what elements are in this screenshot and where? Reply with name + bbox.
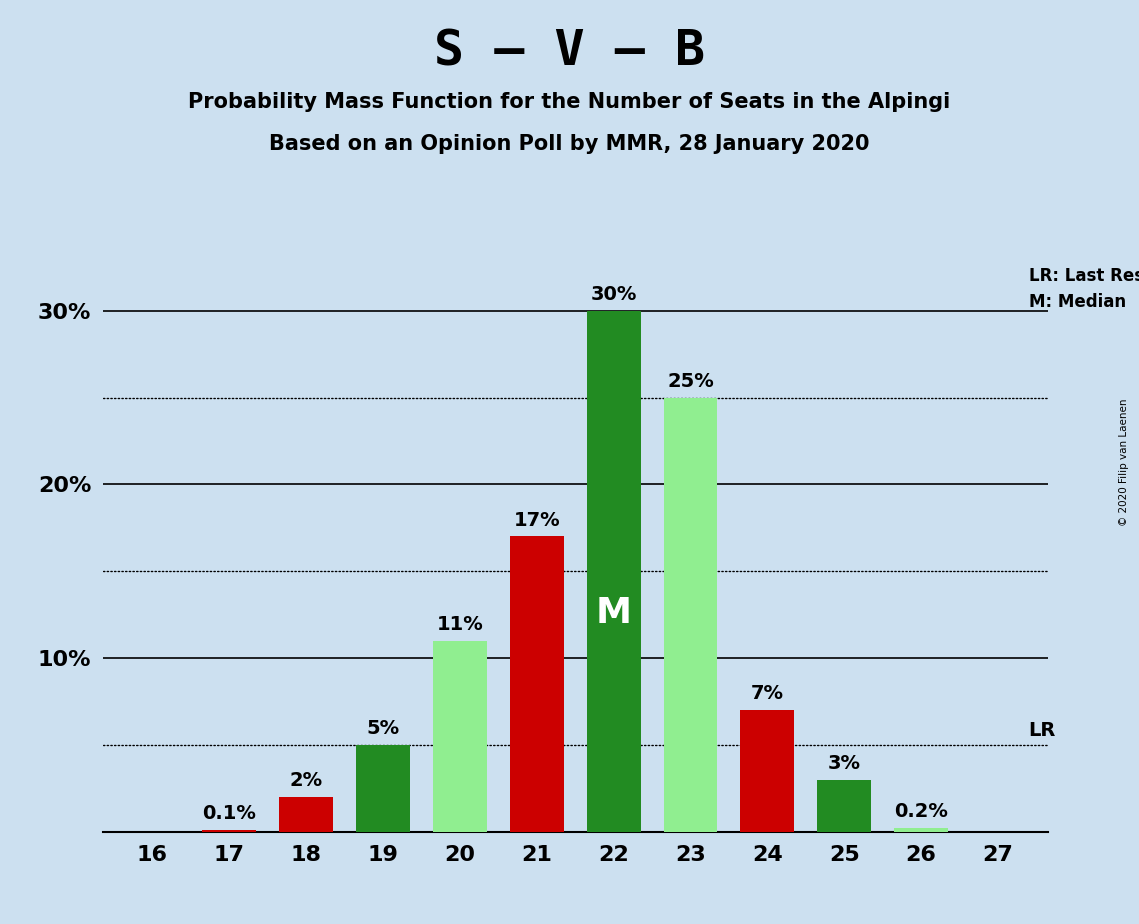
Text: S – V – B: S – V – B — [434, 28, 705, 76]
Text: Probability Mass Function for the Number of Seats in the Alpingi: Probability Mass Function for the Number… — [188, 92, 951, 113]
Text: LR: LR — [1029, 721, 1056, 739]
Text: 7%: 7% — [751, 684, 784, 703]
Bar — [203, 830, 256, 832]
Bar — [664, 397, 718, 832]
Text: 11%: 11% — [436, 614, 483, 634]
Text: 0.1%: 0.1% — [203, 804, 256, 823]
Bar — [587, 310, 640, 832]
Bar — [740, 710, 794, 832]
Text: 3%: 3% — [828, 754, 861, 772]
Bar — [894, 828, 948, 832]
Text: 30%: 30% — [590, 285, 637, 304]
Text: 0.2%: 0.2% — [894, 802, 948, 821]
Text: Based on an Opinion Poll by MMR, 28 January 2020: Based on an Opinion Poll by MMR, 28 Janu… — [269, 134, 870, 154]
Text: 25%: 25% — [667, 371, 714, 391]
Bar — [279, 796, 333, 832]
Text: LR: Last Result: LR: Last Result — [1029, 267, 1139, 286]
Text: M: M — [596, 596, 632, 630]
Text: 2%: 2% — [289, 771, 322, 790]
Bar — [433, 640, 486, 832]
Bar — [818, 780, 871, 832]
Text: M: Median: M: Median — [1029, 294, 1125, 311]
Text: 17%: 17% — [514, 511, 560, 529]
Bar — [357, 745, 410, 832]
Text: 5%: 5% — [367, 719, 400, 738]
Text: © 2020 Filip van Laenen: © 2020 Filip van Laenen — [1120, 398, 1129, 526]
Bar — [510, 537, 564, 832]
